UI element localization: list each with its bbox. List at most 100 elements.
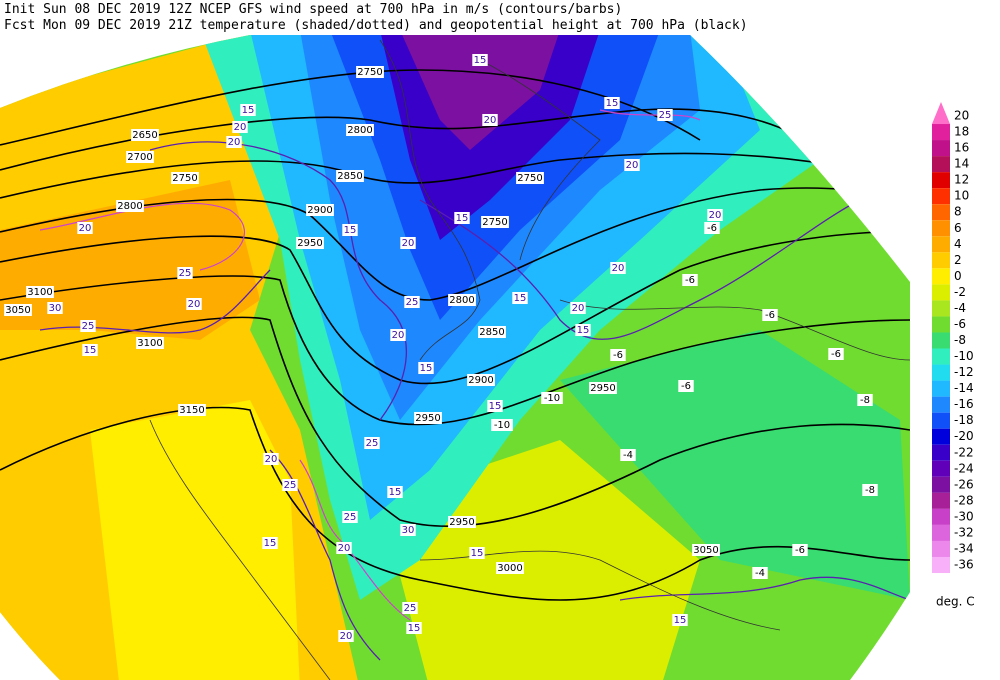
wind-label: 25 — [82, 321, 95, 332]
height-label: 3050 — [693, 545, 718, 556]
height-label: 2950 — [590, 383, 615, 394]
label-bg — [448, 294, 476, 306]
label-bg — [481, 216, 509, 228]
label-bg — [414, 412, 442, 424]
height-label: 2900 — [307, 205, 332, 216]
wind-label: 20 — [188, 299, 201, 310]
label-bg — [404, 296, 420, 308]
label-bg — [610, 262, 626, 274]
label-bg — [400, 237, 416, 249]
wind-label: 20 — [265, 454, 278, 465]
label-bg — [454, 212, 470, 224]
height-label: 2950 — [297, 238, 322, 249]
wind-label: 15 — [456, 213, 469, 224]
label-bg — [178, 404, 206, 416]
colorbar-label: -34 — [954, 541, 974, 555]
wind-label: 25 — [659, 110, 672, 121]
height-label: 2750 — [172, 173, 197, 184]
height-label: 3100 — [27, 287, 52, 298]
map-area — [0, 35, 910, 680]
label-bg — [857, 394, 873, 406]
wind-label: 15 — [420, 363, 433, 374]
wind-label: 20 — [228, 137, 241, 148]
colorbar-swatch — [932, 252, 950, 269]
height-label: 2950 — [415, 413, 440, 424]
label-bg — [762, 309, 778, 321]
wind-label: 20 — [79, 223, 92, 234]
height-label: 2750 — [517, 173, 542, 184]
label-bg — [171, 172, 199, 184]
wind-label: 25 — [284, 480, 297, 491]
label-bg — [752, 567, 768, 579]
temp-label: -6 — [795, 545, 805, 556]
label-bg — [406, 622, 422, 634]
label-bg — [226, 136, 242, 148]
height-label: 3100 — [137, 338, 162, 349]
label-bg — [390, 329, 406, 341]
wind-label: 15 — [471, 548, 484, 559]
label-bg — [657, 109, 673, 121]
label-bg — [338, 630, 354, 642]
temp-label: -6 — [613, 350, 623, 361]
wind-label: 15 — [264, 538, 277, 549]
wind-label: 30 — [49, 303, 62, 314]
label-bg — [282, 479, 298, 491]
wind-label: 15 — [606, 98, 619, 109]
colorbar-unit: deg. C — [936, 595, 975, 609]
colorbar-swatch — [932, 492, 950, 509]
wind-label: 20 — [340, 631, 353, 642]
wind-label: 15 — [474, 55, 487, 66]
colorbar-swatch — [932, 284, 950, 301]
label-bg — [792, 544, 808, 556]
label-bg — [469, 547, 485, 559]
label-bg — [263, 453, 279, 465]
label-bg — [387, 486, 403, 498]
colorbar-label: 14 — [954, 157, 969, 171]
colorbar-label: -36 — [954, 558, 974, 572]
label-bg — [472, 54, 488, 66]
wind-label: 15 — [389, 487, 402, 498]
colorbar-swatch — [932, 220, 950, 237]
colorbar-label: 8 — [954, 205, 962, 219]
colorbar-swatch — [932, 460, 950, 477]
wind-label: 20 — [612, 263, 625, 274]
colorbar-swatch — [932, 524, 950, 541]
height-label: 3150 — [179, 405, 204, 416]
colorbar-label: 16 — [954, 141, 969, 155]
label-bg — [482, 114, 498, 126]
label-bg — [262, 537, 278, 549]
header-fcst: Fcst Mon 09 DEC 2019 21Z temperature (sh… — [4, 18, 748, 33]
label-bg — [512, 292, 528, 304]
colorbar: 20181614121086420-2-4-6-8-10-12-14-16-18… — [932, 102, 974, 574]
label-bg — [610, 349, 626, 361]
colorbar-label: -16 — [954, 397, 974, 411]
colorbar-swatch — [932, 380, 950, 397]
colorbar-swatch — [932, 124, 950, 141]
wind-label: 20 — [572, 303, 585, 314]
label-bg — [342, 511, 358, 523]
colorbar-swatch — [932, 412, 950, 429]
colorbar-label: 18 — [954, 125, 969, 139]
label-bg — [232, 121, 248, 133]
label-bg — [516, 172, 544, 184]
temp-label: -6 — [685, 275, 695, 286]
label-bg — [828, 348, 844, 360]
height-label: 2750 — [482, 217, 507, 228]
wind-label: 25 — [406, 297, 419, 308]
colorbar-swatch — [932, 364, 950, 381]
label-bg — [126, 151, 154, 163]
wind-label: 30 — [402, 525, 415, 536]
label-bg — [402, 602, 418, 614]
colorbar-label: -30 — [954, 509, 974, 523]
colorbar-swatch — [932, 300, 950, 317]
colorbar-label: -18 — [954, 413, 974, 427]
label-bg — [47, 302, 63, 314]
colorbar-label: -26 — [954, 477, 974, 491]
colorbar-label: -24 — [954, 461, 974, 475]
height-label: 2900 — [468, 375, 493, 386]
wind-label: 20 — [402, 238, 415, 249]
label-bg — [496, 562, 524, 574]
label-bg — [672, 614, 688, 626]
label-bg — [448, 516, 476, 528]
label-bg — [240, 104, 256, 116]
